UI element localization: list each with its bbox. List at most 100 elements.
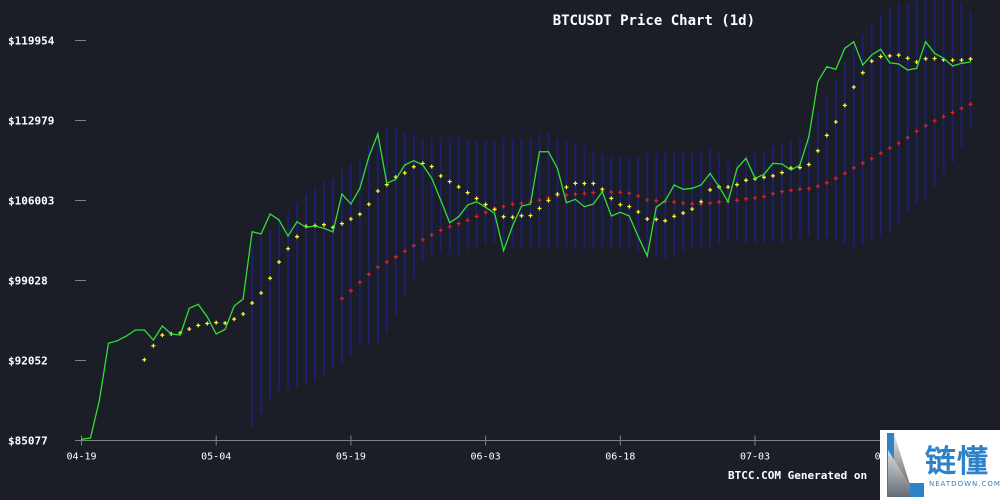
short-ma-point <box>537 206 542 211</box>
price-point <box>907 69 909 71</box>
price-point <box>413 160 415 162</box>
long-ma-point <box>968 102 973 107</box>
x-tick-label: 06-18 <box>605 452 635 463</box>
long-ma-point <box>744 196 749 201</box>
short-ma-point <box>528 213 533 218</box>
price-point <box>547 151 550 153</box>
price-point <box>691 187 693 189</box>
short-ma-point <box>690 207 695 212</box>
price-point <box>404 164 406 166</box>
price-point <box>116 340 119 342</box>
price-point <box>350 203 352 205</box>
price-point <box>242 298 244 300</box>
axes: 04-1905-0405-1906-0306-1807-0307-18$8507… <box>8 35 1000 463</box>
short-ma-point <box>824 133 829 138</box>
short-ma-point <box>950 58 955 63</box>
short-ma-point <box>681 211 686 216</box>
long-ma-point <box>420 237 425 242</box>
y-tick-label: $85077 <box>8 435 48 448</box>
long-ma-point <box>681 201 686 206</box>
short-ma-point <box>600 187 605 192</box>
price-point <box>80 438 83 440</box>
price-point <box>170 333 172 335</box>
long-ma-point <box>366 272 371 277</box>
x-tick-label: 05-04 <box>201 452 231 463</box>
short-ma-point <box>555 192 560 197</box>
short-ma-point <box>160 333 165 338</box>
price-point <box>502 250 505 252</box>
price-point <box>538 151 541 153</box>
price-point <box>476 201 478 203</box>
price-point <box>646 255 648 257</box>
short-ma-point <box>142 357 147 362</box>
short-ma-point <box>860 70 865 75</box>
price-point <box>565 202 568 204</box>
price-series <box>80 40 972 440</box>
short-ma-point <box>573 181 578 186</box>
long-ma-point <box>753 195 757 200</box>
short-moving-average <box>142 53 973 362</box>
y-tick-label: $112979 <box>8 115 54 128</box>
price-point <box>188 307 190 309</box>
short-ma-point <box>914 60 919 65</box>
long-ma-point <box>393 254 398 259</box>
chart-title: BTCUSDT Price Chart (1d) <box>552 13 755 29</box>
price-point <box>817 81 819 83</box>
long-ma-point <box>842 171 847 176</box>
short-ma-point <box>151 343 156 348</box>
price-point <box>224 328 226 330</box>
short-ma-point <box>366 202 371 207</box>
long-ma-point <box>905 135 910 140</box>
short-ma-point <box>259 290 264 295</box>
short-ma-point <box>708 187 713 192</box>
price-point <box>763 173 765 175</box>
price-point <box>754 177 756 179</box>
x-tick-label: 04-19 <box>66 452 96 463</box>
long-ma-point <box>456 221 461 226</box>
long-ma-point <box>914 129 919 134</box>
price-point <box>556 167 559 169</box>
short-ma-point <box>546 198 551 203</box>
short-ma-point <box>465 190 470 195</box>
long-ma-point <box>357 280 362 285</box>
price-point <box>574 198 577 200</box>
price-point <box>511 225 514 227</box>
long-ma-point <box>941 114 946 119</box>
short-ma-point <box>492 207 497 212</box>
x-tick-label: 07-03 <box>740 452 770 463</box>
short-ma-point <box>815 148 820 153</box>
price-point <box>709 172 711 174</box>
price-point <box>682 188 684 190</box>
short-ma-point <box>851 85 856 90</box>
short-ma-point <box>564 185 569 190</box>
short-ma-point <box>339 221 344 226</box>
price-point <box>233 305 235 307</box>
short-ma-point <box>519 213 524 218</box>
short-ma-point <box>609 196 614 201</box>
price-point <box>898 63 900 65</box>
price-point <box>485 206 487 208</box>
short-ma-point <box>923 56 928 61</box>
long-ma-point <box>519 201 524 206</box>
long-ma-point <box>806 186 811 191</box>
short-ma-point <box>447 179 452 184</box>
price-point <box>934 52 936 54</box>
long-ma-point <box>896 141 901 146</box>
price-point <box>89 437 92 439</box>
price-point <box>467 204 469 206</box>
long-ma-point <box>950 110 955 115</box>
long-ma-point <box>761 194 766 199</box>
price-line <box>81 40 971 440</box>
short-ma-point <box>699 199 704 204</box>
short-ma-point <box>438 173 443 178</box>
price-point <box>449 222 451 224</box>
short-ma-point <box>797 165 802 170</box>
short-ma-point <box>878 54 883 59</box>
price-point <box>296 221 298 223</box>
long-ma-point <box>959 106 964 111</box>
short-ma-point <box>375 189 380 194</box>
short-ma-point <box>806 162 811 167</box>
price-point <box>269 213 271 215</box>
price-point <box>628 215 630 217</box>
